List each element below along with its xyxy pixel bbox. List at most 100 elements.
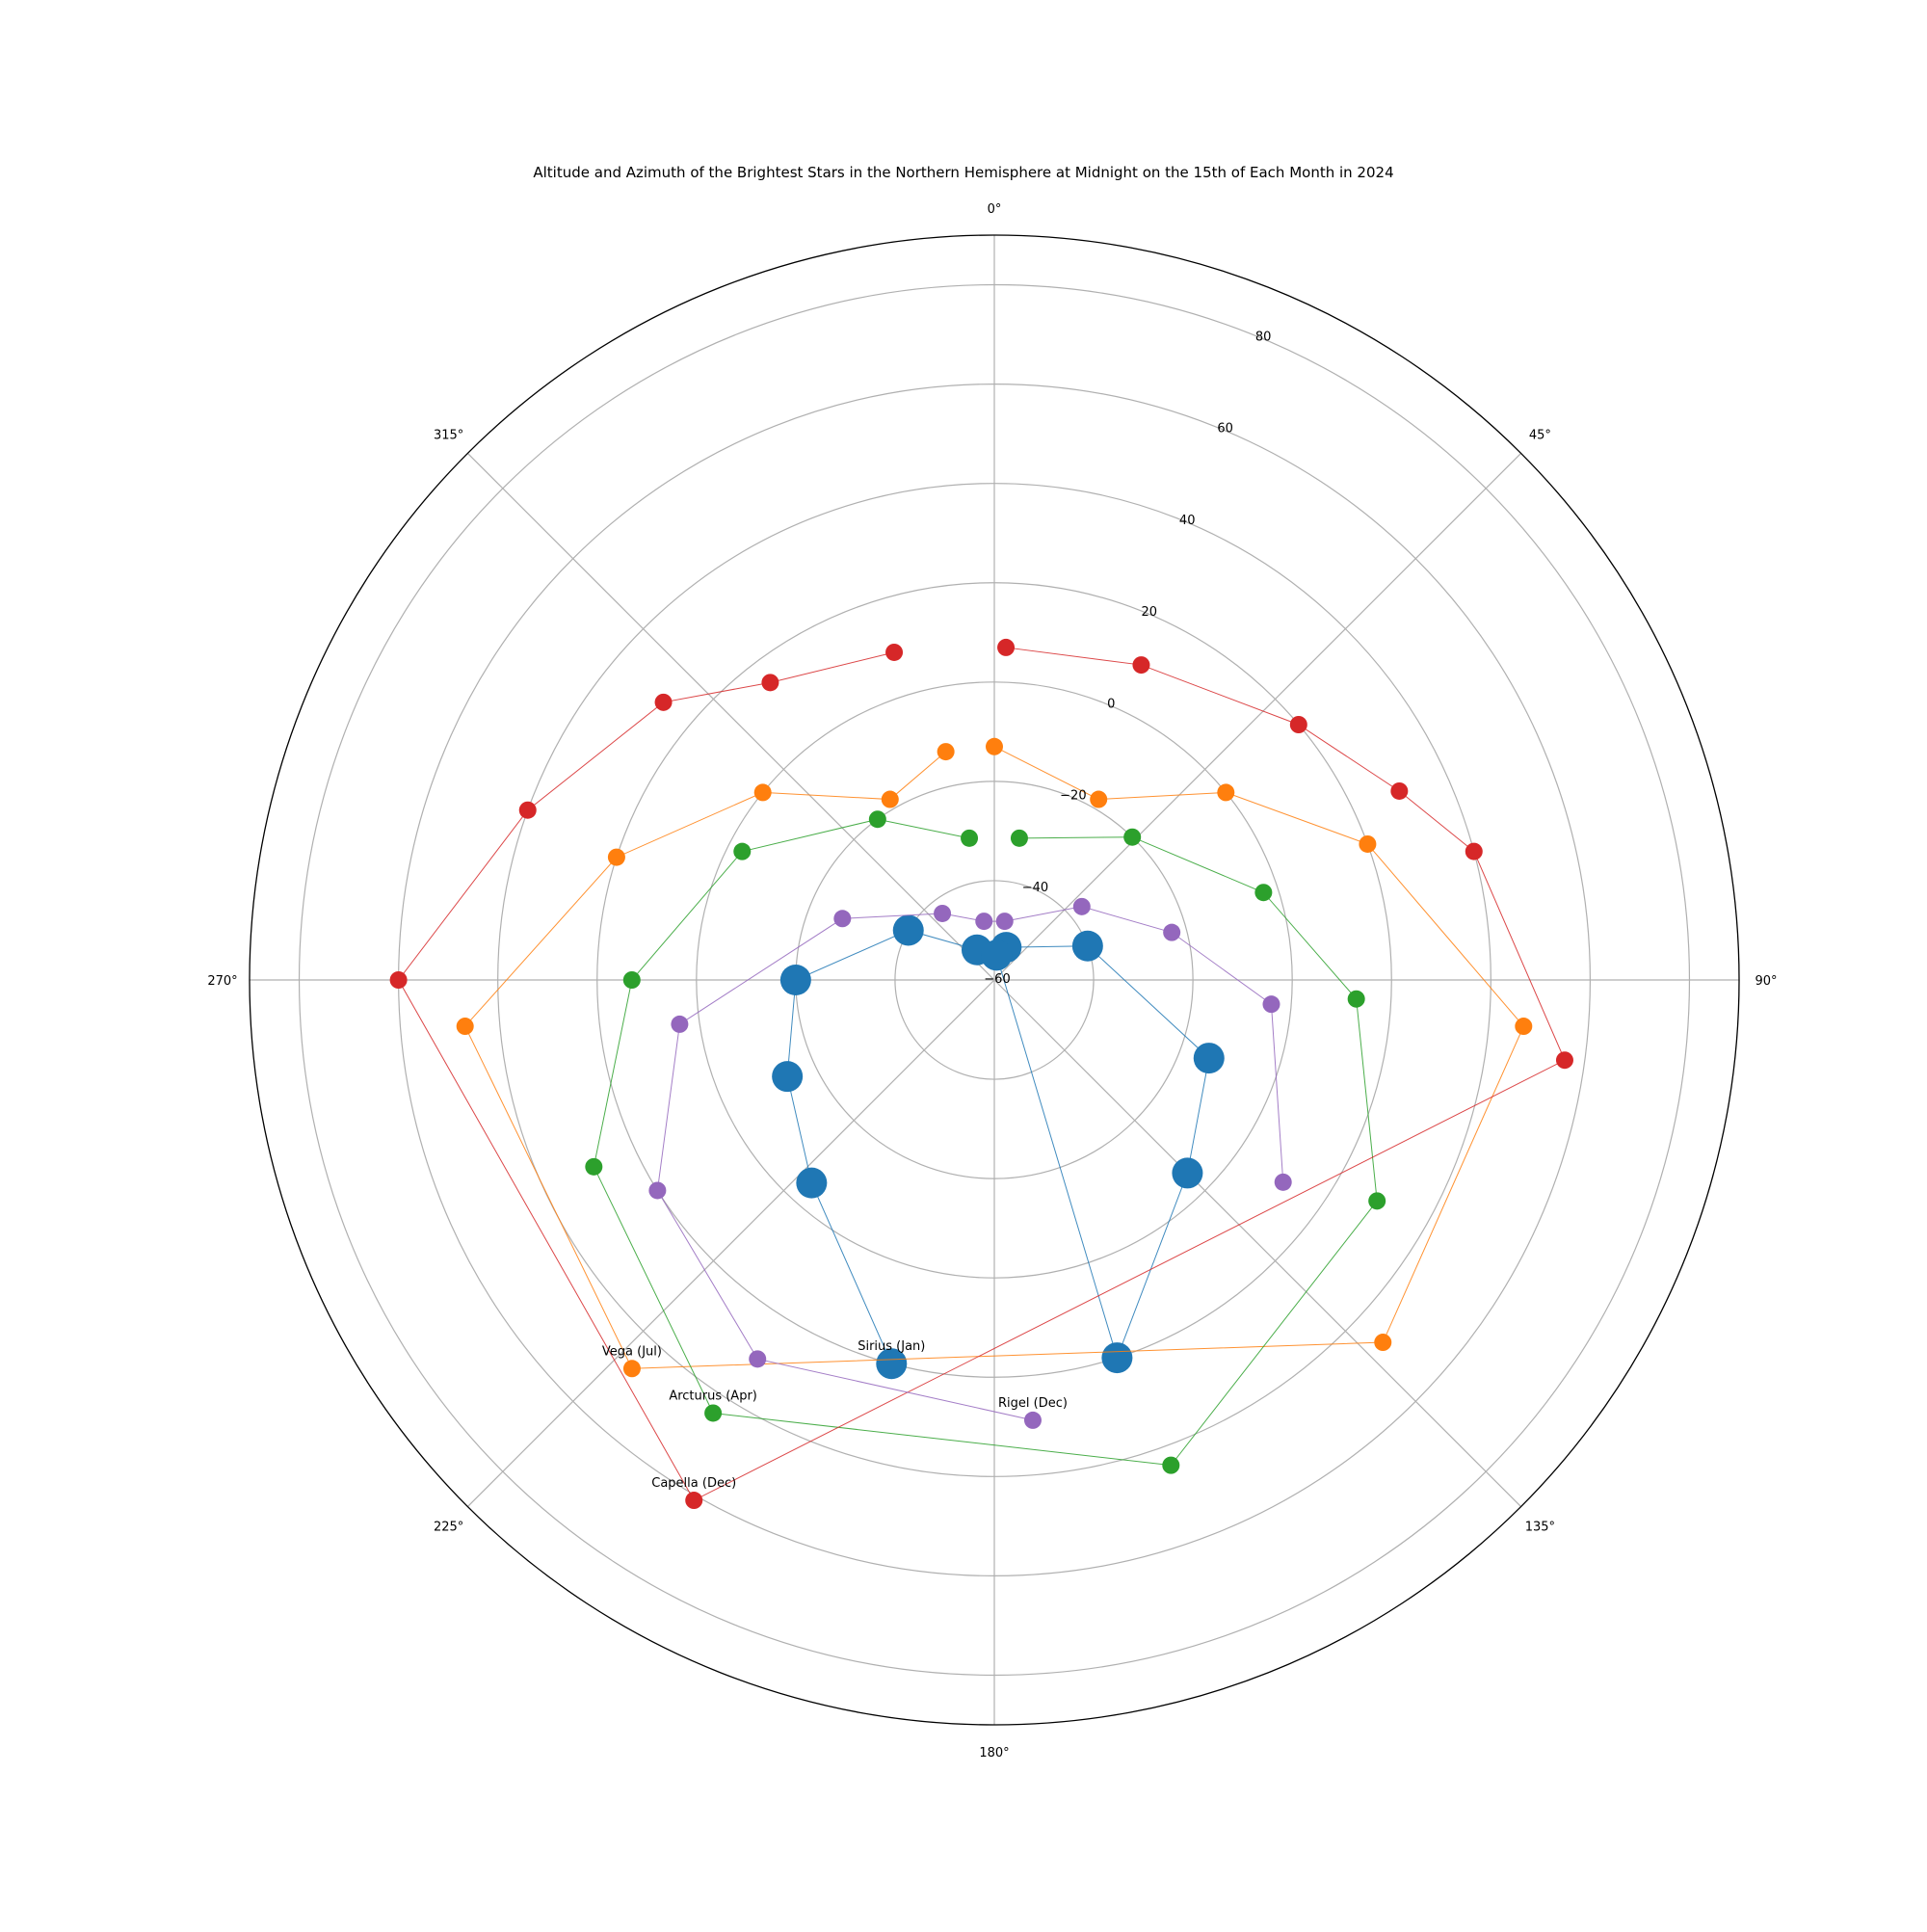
- series-2-line: [593, 818, 1378, 1467]
- series-1-point: [1217, 783, 1235, 802]
- theta-tick-label: 90°: [1755, 974, 1777, 989]
- series-0-point: [981, 940, 1013, 971]
- r-tick-label: 40: [1179, 514, 1196, 528]
- annotation-label: Rigel (Dec): [998, 1396, 1068, 1411]
- polar-frame: [249, 234, 1740, 1726]
- series-1-line: [464, 746, 1524, 1369]
- series-3-point: [1555, 1051, 1573, 1070]
- series-2-point: [868, 810, 886, 829]
- series-2-point: [1123, 828, 1142, 846]
- series-1-point: [607, 848, 625, 866]
- series-1-point: [881, 790, 899, 808]
- series-1-point: [1359, 834, 1377, 853]
- series-0-point: [779, 965, 811, 995]
- series-3-point: [1390, 781, 1409, 800]
- series-2-point: [961, 829, 979, 847]
- series-0-line: [786, 929, 1210, 1364]
- theta-tick-label: 45°: [1529, 429, 1551, 443]
- series-1-point: [937, 743, 955, 761]
- series-0-point: [892, 914, 924, 946]
- series-0-point: [1101, 1342, 1133, 1374]
- series-1-point: [456, 1018, 474, 1036]
- series-0-point: [796, 1167, 828, 1199]
- series-3-point: [389, 971, 408, 989]
- series-3-point: [1289, 716, 1307, 734]
- r-gridcircle: [894, 880, 1095, 1080]
- series-1-point: [1515, 1018, 1533, 1036]
- annotation-label: Arcturus (Apr): [669, 1389, 757, 1403]
- series-2-point: [1368, 1192, 1386, 1210]
- r-gridcircle: [596, 582, 1392, 1378]
- series-1-point: [1374, 1334, 1392, 1352]
- theta-tick-label: 225°: [434, 1520, 463, 1534]
- series-0-point: [772, 1061, 804, 1093]
- theta-gridline-225: [466, 979, 995, 1508]
- series-3-point: [654, 693, 673, 711]
- theta-gridline-135: [993, 979, 1522, 1508]
- r-tick-label: 0: [1107, 697, 1115, 711]
- theta-tick-label: 315°: [434, 429, 463, 443]
- series-2-point: [585, 1157, 603, 1176]
- series-3-point: [1465, 842, 1483, 860]
- series-4-point: [995, 913, 1014, 931]
- series-0-point: [1172, 1157, 1203, 1189]
- series-3-point: [761, 674, 779, 692]
- annotation-label: Sirius (Jan): [858, 1339, 925, 1354]
- r-tick-label: −40: [1022, 881, 1048, 895]
- series-4-point: [749, 1350, 767, 1368]
- series-2-point: [622, 971, 641, 989]
- grid-layer: [249, 234, 1740, 1726]
- annotation-label: Vega (Jul): [602, 1344, 662, 1359]
- series-0-point: [1193, 1043, 1225, 1074]
- series-3-point: [885, 643, 904, 661]
- series-4-point: [934, 904, 952, 922]
- theta-gridline-315: [466, 452, 995, 981]
- series-layer: [389, 638, 1573, 1510]
- series-1-point: [986, 737, 1003, 755]
- series-2-point: [704, 1404, 723, 1422]
- series-4-point: [1274, 1173, 1292, 1191]
- series-4-line: [656, 906, 1284, 1421]
- series-2-point: [1254, 884, 1273, 902]
- series-2-point: [1347, 990, 1365, 1008]
- series-1-point: [753, 783, 772, 802]
- chart-title: Altitude and Azimuth of the Brightest St…: [533, 164, 1394, 181]
- series-0-point: [1071, 930, 1103, 962]
- r-gridcircle: [696, 681, 1293, 1279]
- r-tick-label: 20: [1141, 605, 1157, 620]
- series-0-point: [876, 1348, 908, 1380]
- r-gridcircle: [497, 483, 1491, 1477]
- r-tick-label: 60: [1217, 422, 1233, 437]
- series-4-point: [1023, 1411, 1042, 1429]
- series-3-point: [518, 801, 537, 819]
- series-4-point: [833, 910, 852, 928]
- theta-tick-label: 270°: [207, 974, 237, 989]
- theta-tick-label: 0°: [988, 202, 1002, 217]
- series-4-point: [648, 1181, 667, 1200]
- r-tick-label: 80: [1255, 330, 1272, 344]
- theta-tick-label: 180°: [979, 1746, 1009, 1760]
- theta-gridline-45: [993, 452, 1522, 981]
- series-3-line: [398, 647, 1566, 1501]
- r-tick-label: −60: [984, 972, 1010, 987]
- series-3-point: [685, 1492, 703, 1510]
- series-3-point: [997, 638, 1016, 656]
- theta-tick-label: 135°: [1525, 1520, 1555, 1534]
- series-3-point: [1132, 656, 1150, 675]
- label-layer: 0° 45° 90° 135° 180° 225° 270° 315° −60 −40 −20 0 20…: [207, 202, 1777, 1760]
- annotation-label: Capella (Dec): [651, 1476, 736, 1491]
- series-2-point: [1162, 1456, 1180, 1474]
- r-gridcircle: [298, 283, 1691, 1677]
- series-2-point: [1010, 829, 1028, 847]
- r-tick-label: −20: [1060, 789, 1086, 804]
- series-1-point: [622, 1360, 641, 1378]
- series-4-point: [1163, 923, 1181, 941]
- series-2-point: [733, 842, 752, 860]
- series-4-point: [671, 1015, 689, 1033]
- series-4-point: [1072, 897, 1091, 915]
- series-4-point: [975, 913, 993, 931]
- series-1-point: [1090, 790, 1108, 808]
- series-4-point: [1262, 995, 1280, 1014]
